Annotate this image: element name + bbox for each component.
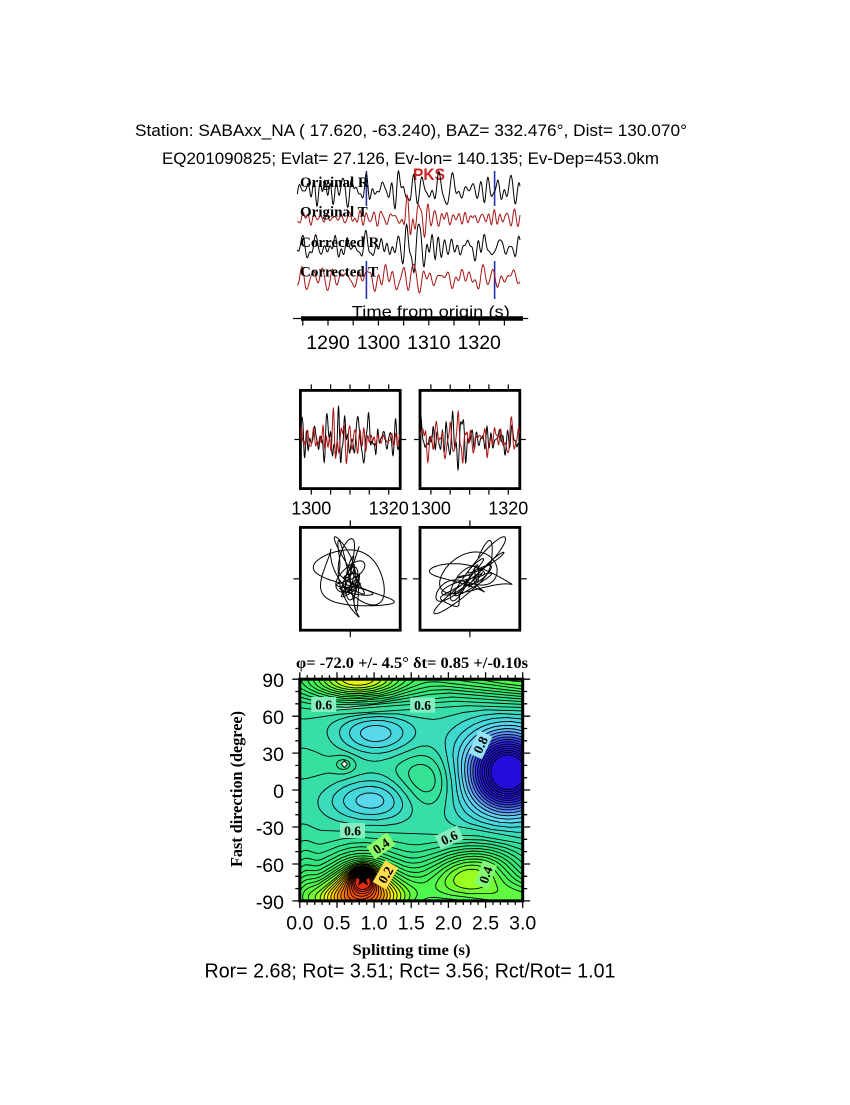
svg-text:0.2: 0.2: [375, 864, 397, 886]
svg-text:0: 0: [273, 781, 284, 803]
svg-text:1320: 1320: [369, 499, 409, 519]
svg-text:30: 30: [262, 744, 284, 766]
svg-text:Corrected T: Corrected T: [300, 265, 378, 281]
svg-text:Fast direction (degree): Fast direction (degree): [227, 711, 246, 867]
svg-text:Original T: Original T: [300, 205, 368, 221]
svg-text:1290: 1290: [306, 332, 350, 354]
svg-text:3.0: 3.0: [509, 913, 536, 935]
svg-text:0.0: 0.0: [286, 913, 313, 935]
svg-text:1320: 1320: [488, 499, 528, 519]
svg-text:0.6: 0.6: [344, 823, 361, 838]
svg-text:0.4: 0.4: [476, 864, 496, 885]
svg-text:-60: -60: [256, 855, 284, 877]
svg-text:1320: 1320: [458, 332, 502, 354]
svg-text:-90: -90: [256, 892, 284, 914]
svg-text:-30: -30: [256, 818, 284, 840]
svg-text:2.0: 2.0: [435, 913, 462, 935]
svg-text:Corrected R: Corrected R: [300, 235, 379, 251]
svg-text:EQ201090825; Evlat= 27.126, E: EQ201090825; Evlat= 27.126, Ev-lon= 140.…: [162, 149, 659, 168]
svg-text:Time from origin (s): Time from origin (s): [352, 304, 510, 321]
svg-text:2.5: 2.5: [472, 913, 499, 935]
svg-text:0.5: 0.5: [323, 913, 350, 935]
svg-text:60: 60: [262, 707, 284, 729]
svg-text:Station: SABAxx_NA ( 17.620,: Station: SABAxx_NA ( 17.620, -63.240), B…: [135, 121, 687, 140]
svg-text:0.6: 0.6: [315, 697, 332, 712]
svg-text:Original R: Original R: [300, 175, 369, 191]
svg-text:1.5: 1.5: [398, 913, 425, 935]
svg-text:0.6: 0.6: [414, 698, 431, 713]
svg-text:1300: 1300: [357, 332, 401, 354]
svg-text:0.8: 0.8: [470, 734, 491, 756]
svg-text:φ= -72.0 +/- 4.5° δt= 0.85 +/-: φ= -72.0 +/- 4.5° δt= 0.85 +/-0.10s: [296, 655, 528, 672]
svg-text:1.0: 1.0: [361, 913, 388, 935]
svg-text:0.6: 0.6: [439, 827, 461, 848]
svg-text:90: 90: [262, 670, 284, 692]
svg-text:1310: 1310: [407, 332, 451, 354]
svg-text:Splitting time (s): Splitting time (s): [353, 942, 471, 959]
svg-text:Ror= 2.68; Rot= 3.51; Rct= 3.5: Ror= 2.68; Rot= 3.51; Rct= 3.56; Rct/Rot…: [205, 961, 616, 983]
svg-text:1300: 1300: [291, 499, 331, 519]
svg-text:1300: 1300: [411, 499, 451, 519]
